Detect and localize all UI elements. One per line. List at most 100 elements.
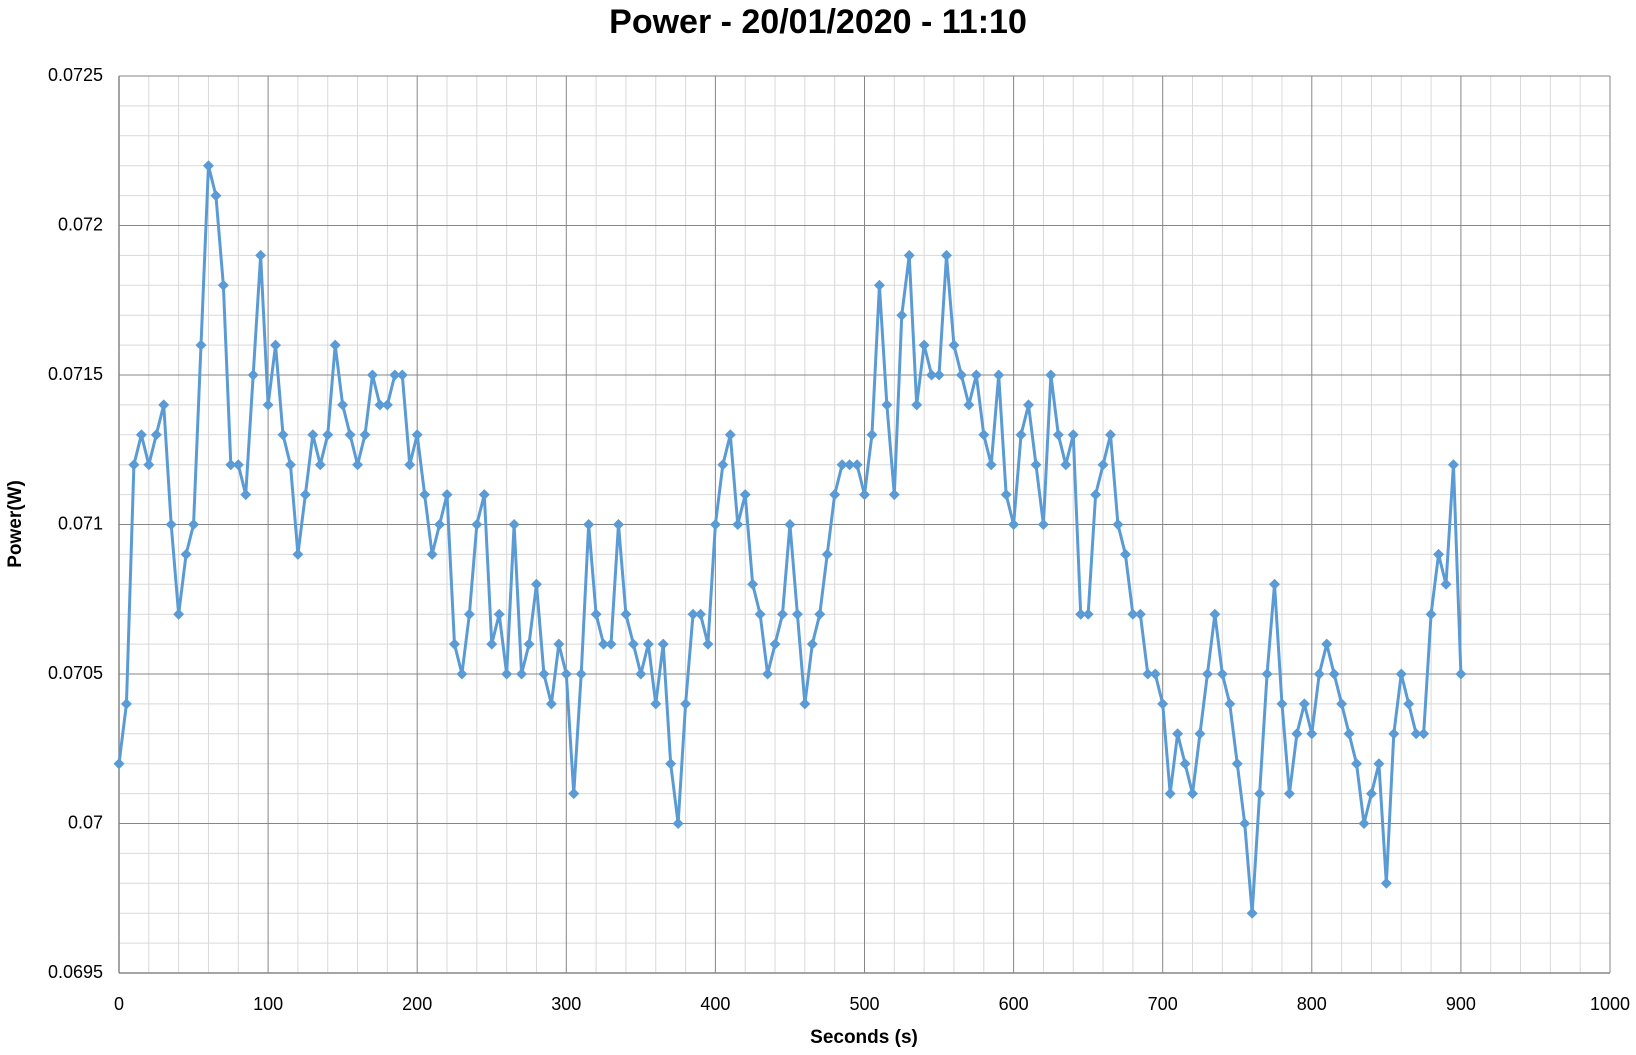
data-marker (1291, 728, 1303, 740)
data-marker (1343, 728, 1355, 740)
data-marker (955, 369, 967, 381)
data-marker (859, 489, 870, 501)
x-tick-label: 100 (253, 994, 283, 1014)
data-marker (1254, 788, 1266, 800)
data-marker (814, 608, 826, 620)
data-marker (1321, 638, 1333, 650)
data-marker (1328, 668, 1340, 680)
data-marker (1380, 877, 1392, 889)
data-marker (1231, 758, 1243, 770)
data-marker (903, 249, 915, 261)
data-marker (1246, 907, 1258, 919)
data-marker (128, 459, 140, 471)
data-marker (448, 638, 460, 650)
data-marker (1216, 668, 1228, 680)
data-marker (337, 399, 349, 411)
data-marker (120, 698, 132, 710)
data-marker (702, 638, 714, 650)
data-marker (1067, 429, 1079, 441)
data-marker (530, 578, 542, 590)
data-marker (1075, 608, 1087, 620)
data-marker (284, 459, 296, 471)
data-marker (277, 429, 289, 441)
x-tick-label: 900 (1446, 994, 1476, 1014)
data-marker (1440, 578, 1452, 590)
data-marker (978, 429, 990, 441)
data-marker (776, 608, 788, 620)
x-tick-label: 600 (999, 994, 1029, 1014)
data-marker (1015, 429, 1027, 441)
data-marker (471, 519, 483, 530)
data-marker (1052, 429, 1064, 441)
data-marker (948, 339, 960, 351)
data-marker (1313, 668, 1325, 680)
data-marker (396, 369, 408, 381)
data-marker (322, 429, 334, 441)
y-tick-label: 0.0705 (48, 663, 103, 683)
data-marker (501, 668, 513, 680)
data-marker (806, 638, 818, 650)
data-marker (1209, 608, 1221, 620)
data-marker (232, 459, 244, 471)
data-marker (1447, 459, 1459, 471)
data-marker (1030, 459, 1042, 471)
data-marker (240, 489, 252, 501)
data-marker (1403, 698, 1415, 710)
data-marker (724, 429, 736, 441)
data-marker (143, 459, 155, 471)
data-marker (1134, 608, 1146, 620)
y-tick-label: 0.071 (58, 513, 103, 533)
data-marker (523, 638, 535, 650)
data-marker (1395, 668, 1407, 680)
data-marker (516, 668, 528, 680)
data-marker (1455, 668, 1467, 680)
data-marker (202, 160, 214, 172)
data-marker (352, 459, 364, 471)
data-marker (657, 638, 669, 650)
data-marker (1425, 608, 1437, 620)
data-marker (545, 698, 557, 710)
data-marker (150, 429, 162, 441)
data-marker (1090, 489, 1102, 501)
data-marker (583, 519, 595, 530)
x-tick-label: 1000 (1590, 994, 1630, 1014)
y-axis-label: Power(W) (5, 480, 26, 568)
data-marker (158, 399, 170, 411)
data-marker (225, 459, 237, 471)
data-marker (665, 758, 677, 770)
data-marker (180, 548, 192, 560)
data-marker (463, 608, 475, 620)
data-marker (381, 399, 393, 411)
data-marker (441, 489, 453, 501)
data-marker (560, 668, 572, 680)
data-marker (709, 519, 721, 530)
data-marker (1179, 758, 1191, 770)
data-marker (195, 339, 207, 351)
data-marker (188, 519, 200, 530)
data-marker (1418, 728, 1430, 740)
data-marker (1142, 668, 1154, 680)
data-marker (374, 399, 386, 411)
data-marker (1358, 818, 1370, 829)
data-marker (359, 429, 371, 441)
data-marker (135, 429, 147, 441)
data-marker (1172, 728, 1184, 740)
data-marker (411, 429, 423, 441)
data-marker (769, 638, 781, 650)
data-marker (1157, 698, 1169, 710)
data-marker (1082, 608, 1094, 620)
data-marker (680, 698, 692, 710)
data-marker (791, 608, 803, 620)
data-marker (1008, 519, 1020, 530)
data-line (117, 164, 1463, 915)
data-marker (255, 249, 267, 261)
data-marker (672, 818, 684, 829)
data-marker (963, 399, 975, 411)
y-tick-label: 0.072 (58, 214, 103, 234)
data-marker (1336, 698, 1348, 710)
data-marker (821, 548, 833, 560)
x-tick-label: 400 (700, 994, 730, 1014)
data-marker (1164, 788, 1176, 800)
